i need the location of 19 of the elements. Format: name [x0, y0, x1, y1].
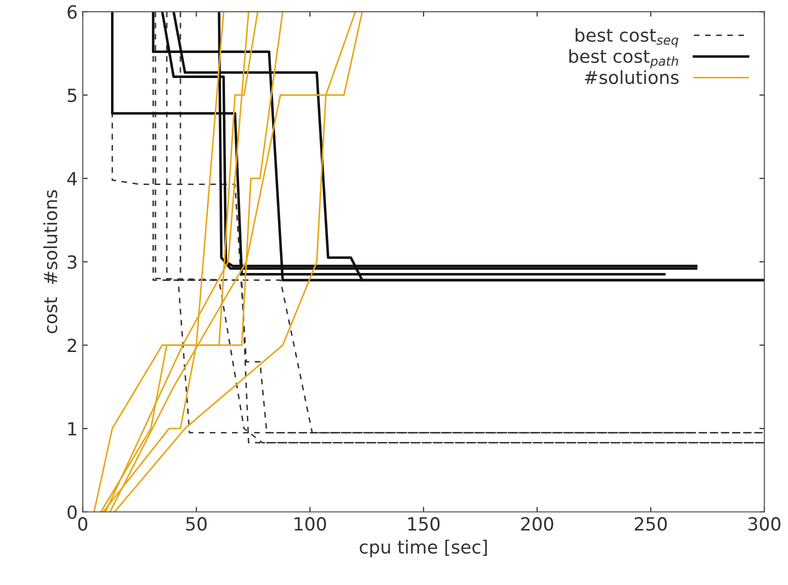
- y-axis-title: cost #solutions: [43, 190, 58, 334]
- x-tick-label: 0: [78, 517, 88, 531]
- y-tick-label: 6: [68, 5, 77, 19]
- x-tick-label: 300: [748, 517, 780, 531]
- x-axis-title: cpu time [sec]: [360, 540, 487, 558]
- legend-label: best cost$_{seq}$: [576, 28, 678, 48]
- x-tick-label: 250: [634, 517, 667, 531]
- y-tick-label: 5: [68, 88, 76, 102]
- y-tick-label: 2: [68, 338, 76, 352]
- y-tick-label: 1: [68, 422, 76, 436]
- y-tick-label: 3: [68, 255, 76, 269]
- x-tick-label: 150: [408, 517, 440, 531]
- y-tick-label: 4: [67, 172, 77, 186]
- legend-label: #solutions: [584, 70, 679, 84]
- x-tick-label: 200: [521, 517, 554, 531]
- y-tick-label: 0: [68, 505, 77, 519]
- legend-label: best cost$_{path}$: [569, 49, 678, 68]
- x-tick-label: 100: [294, 517, 326, 531]
- x-tick-label: 50: [186, 517, 207, 531]
